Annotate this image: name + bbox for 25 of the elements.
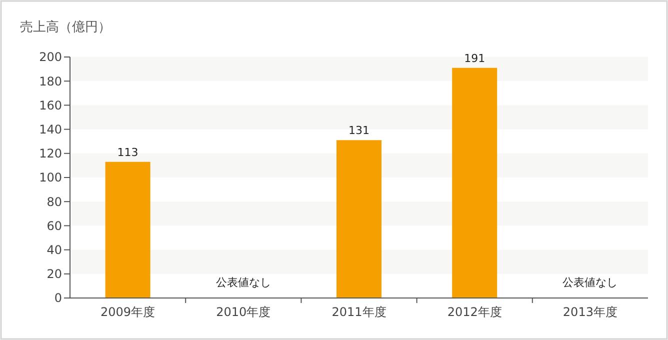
data-label: 113 xyxy=(117,146,138,159)
bar xyxy=(452,68,498,298)
y-tick-label: 80 xyxy=(46,194,62,209)
text: 公表値なし xyxy=(562,276,618,289)
y-tick-label: 40 xyxy=(46,243,62,257)
x-tick-label: 2011年度 xyxy=(332,305,386,319)
x-tick-label: 2009年度 xyxy=(100,305,156,319)
data-label: 131 xyxy=(348,124,370,138)
y-tick-label: 160 xyxy=(39,98,62,112)
x-tick-label: 2012年度 xyxy=(447,305,502,319)
x-tick-label: 2013年度 xyxy=(562,305,618,319)
y-tick-label: 180 xyxy=(39,74,62,88)
bar xyxy=(105,162,150,298)
bar xyxy=(336,140,382,298)
y-tick-label: 200 xyxy=(39,50,62,64)
y-tick-label: 100 xyxy=(39,170,62,185)
y-tick-label: 20 xyxy=(46,267,62,282)
text: 公表値なし xyxy=(216,276,271,289)
x-tick-label: 2010年度 xyxy=(216,305,271,319)
y-axis-title: 売上高（億円） xyxy=(20,19,111,35)
y-tick-label: 60 xyxy=(46,218,62,233)
y-tick-label: 120 xyxy=(39,146,62,161)
y-tick-label: 0 xyxy=(54,291,62,306)
data-label: 191 xyxy=(464,52,486,65)
y-tick-label: 140 xyxy=(39,122,62,136)
